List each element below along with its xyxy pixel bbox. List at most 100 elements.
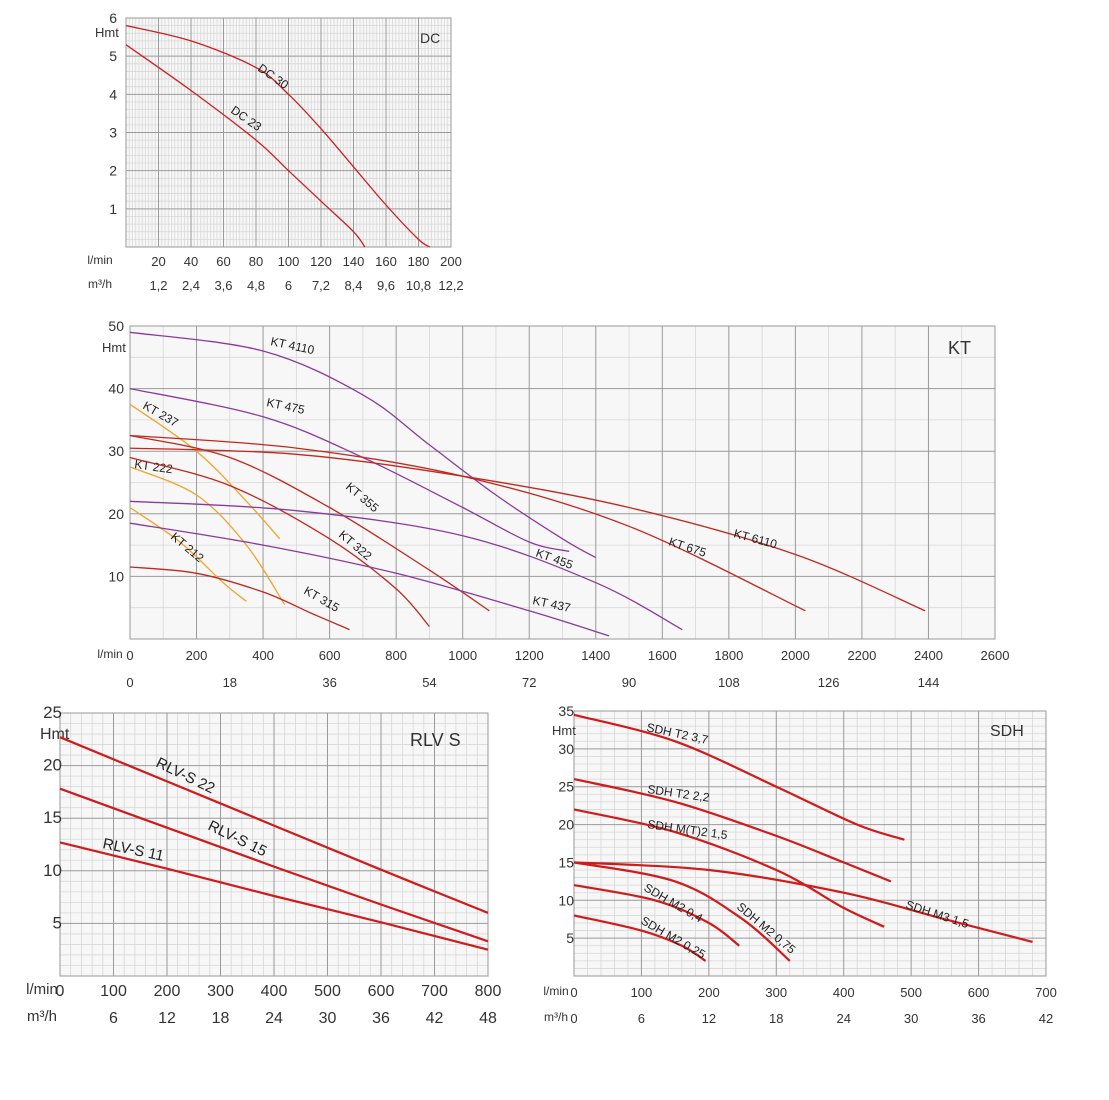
x2-tick-label: 10,8 — [406, 278, 431, 293]
chart-title: SDH — [990, 723, 1024, 740]
x-tick-label: 700 — [421, 983, 448, 1000]
x2-tick-label: 48 — [479, 1010, 497, 1027]
x-tick-label: 180 — [408, 254, 430, 269]
x-tick-label: 800 — [475, 983, 502, 1000]
x-axis-title: l/min — [97, 647, 122, 661]
series-line — [129, 522, 610, 637]
x-tick-label: 800 — [385, 648, 407, 663]
series-line — [129, 331, 597, 559]
series-line — [59, 787, 489, 943]
series-line — [573, 884, 740, 947]
y-tick-label: 25 — [558, 779, 574, 795]
grid — [129, 325, 996, 640]
x-tick-label: 200 — [154, 983, 181, 1000]
x-tick-label: 1200 — [515, 648, 544, 663]
x-tick-label: 60 — [216, 254, 230, 269]
x-tick-label: 120 — [310, 254, 332, 269]
y-tick-label: 50 — [108, 318, 124, 334]
x2-tick-label: 24 — [836, 1011, 850, 1026]
x2-tick-label: 42 — [1039, 1011, 1053, 1026]
x2-tick-label: 36 — [322, 675, 336, 690]
y-tick-label: 6 — [109, 10, 117, 26]
x2-tick-label: 0 — [570, 1011, 577, 1026]
x2-tick-label: 6 — [109, 1010, 118, 1027]
x-tick-label: 400 — [833, 985, 855, 1000]
x2-tick-label: 12 — [702, 1011, 716, 1026]
x2-tick-label: 30 — [904, 1011, 918, 1026]
y-axis-title: Hmt — [552, 723, 576, 738]
x2-tick-label: 30 — [319, 1010, 337, 1027]
series-line — [573, 808, 885, 928]
x-tick-label: 200 — [440, 254, 462, 269]
x2-tick-label: 72 — [522, 675, 536, 690]
x-axis-title: l/min — [543, 984, 568, 998]
series-line — [573, 861, 1033, 943]
series-line — [573, 778, 892, 883]
x-tick-label: 100 — [278, 254, 300, 269]
series-line — [573, 861, 791, 962]
x2-tick-label: 18 — [223, 675, 237, 690]
grid — [125, 17, 452, 248]
chart-title: DC — [420, 30, 440, 46]
x2-tick-label: 6 — [638, 1011, 645, 1026]
y-tick-label: 5 — [53, 913, 62, 932]
x-tick-label: 600 — [368, 983, 395, 1000]
x-tick-label: 0 — [126, 648, 133, 663]
x2-tick-label: 18 — [212, 1010, 230, 1027]
y-tick-label: 15 — [43, 808, 62, 827]
y-axis-title: Hmt — [95, 25, 119, 40]
y-tick-label: 20 — [108, 506, 124, 522]
x2-tick-label: 2,4 — [182, 278, 200, 293]
x-tick-label: 100 — [631, 985, 653, 1000]
x2-tick-label: 6 — [285, 278, 292, 293]
y-axis-title: Hmt — [102, 340, 126, 355]
y-tick-label: 5 — [566, 930, 574, 946]
x-axis-title: l/min — [87, 253, 112, 267]
series-line — [129, 566, 350, 631]
x2-tick-label: 36 — [372, 1010, 390, 1027]
x-tick-label: 1400 — [581, 648, 610, 663]
x-tick-label: 0 — [570, 985, 577, 1000]
x-tick-label: 1800 — [714, 648, 743, 663]
x2-tick-label: 12 — [158, 1010, 176, 1027]
plot-area — [573, 710, 1047, 977]
x2-tick-label: 3,6 — [214, 278, 232, 293]
y-tick-label: 25 — [43, 703, 62, 722]
grid — [59, 712, 489, 977]
y-tick-label: 15 — [558, 854, 574, 870]
series-line — [573, 713, 905, 841]
y-tick-label: 4 — [109, 86, 117, 102]
chart-kt: 10 20 30 40 50 Hmt 0 200 400 600 800 1000 1200 1400 16… — [97, 318, 1009, 690]
y-tick-label: 10 — [43, 861, 62, 880]
y-tick-label: 30 — [558, 741, 574, 757]
x-tick-label: 500 — [900, 985, 922, 1000]
x-tick-label: 700 — [1035, 985, 1057, 1000]
x-axis-title: l/min — [26, 981, 58, 998]
x2-tick-label: 0 — [126, 675, 133, 690]
series-line — [59, 841, 489, 951]
x-tick-label: 80 — [249, 254, 263, 269]
x-tick-label: 100 — [100, 983, 127, 1000]
x-tick-label: 20 — [151, 254, 165, 269]
series-line — [129, 506, 247, 602]
x-tick-label: 2600 — [981, 648, 1010, 663]
y-tick-label: 3 — [109, 125, 117, 141]
x2-tick-label: 18 — [769, 1011, 783, 1026]
x-tick-label: 1000 — [448, 648, 477, 663]
x-tick-label: 300 — [207, 983, 234, 1000]
series-line — [129, 387, 570, 553]
y-tick-label: 20 — [558, 817, 574, 833]
x-tick-label: 200 — [698, 985, 720, 1000]
x-tick-label: 600 — [968, 985, 990, 1000]
x-tick-label: 600 — [319, 648, 341, 663]
series-line — [129, 447, 926, 612]
x2-tick-label: 24 — [265, 1010, 283, 1027]
grid — [573, 710, 1047, 977]
x2-tick-label: 9,6 — [377, 278, 395, 293]
x2-tick-label: 1,2 — [149, 278, 167, 293]
x2-tick-label: 8,4 — [344, 278, 362, 293]
